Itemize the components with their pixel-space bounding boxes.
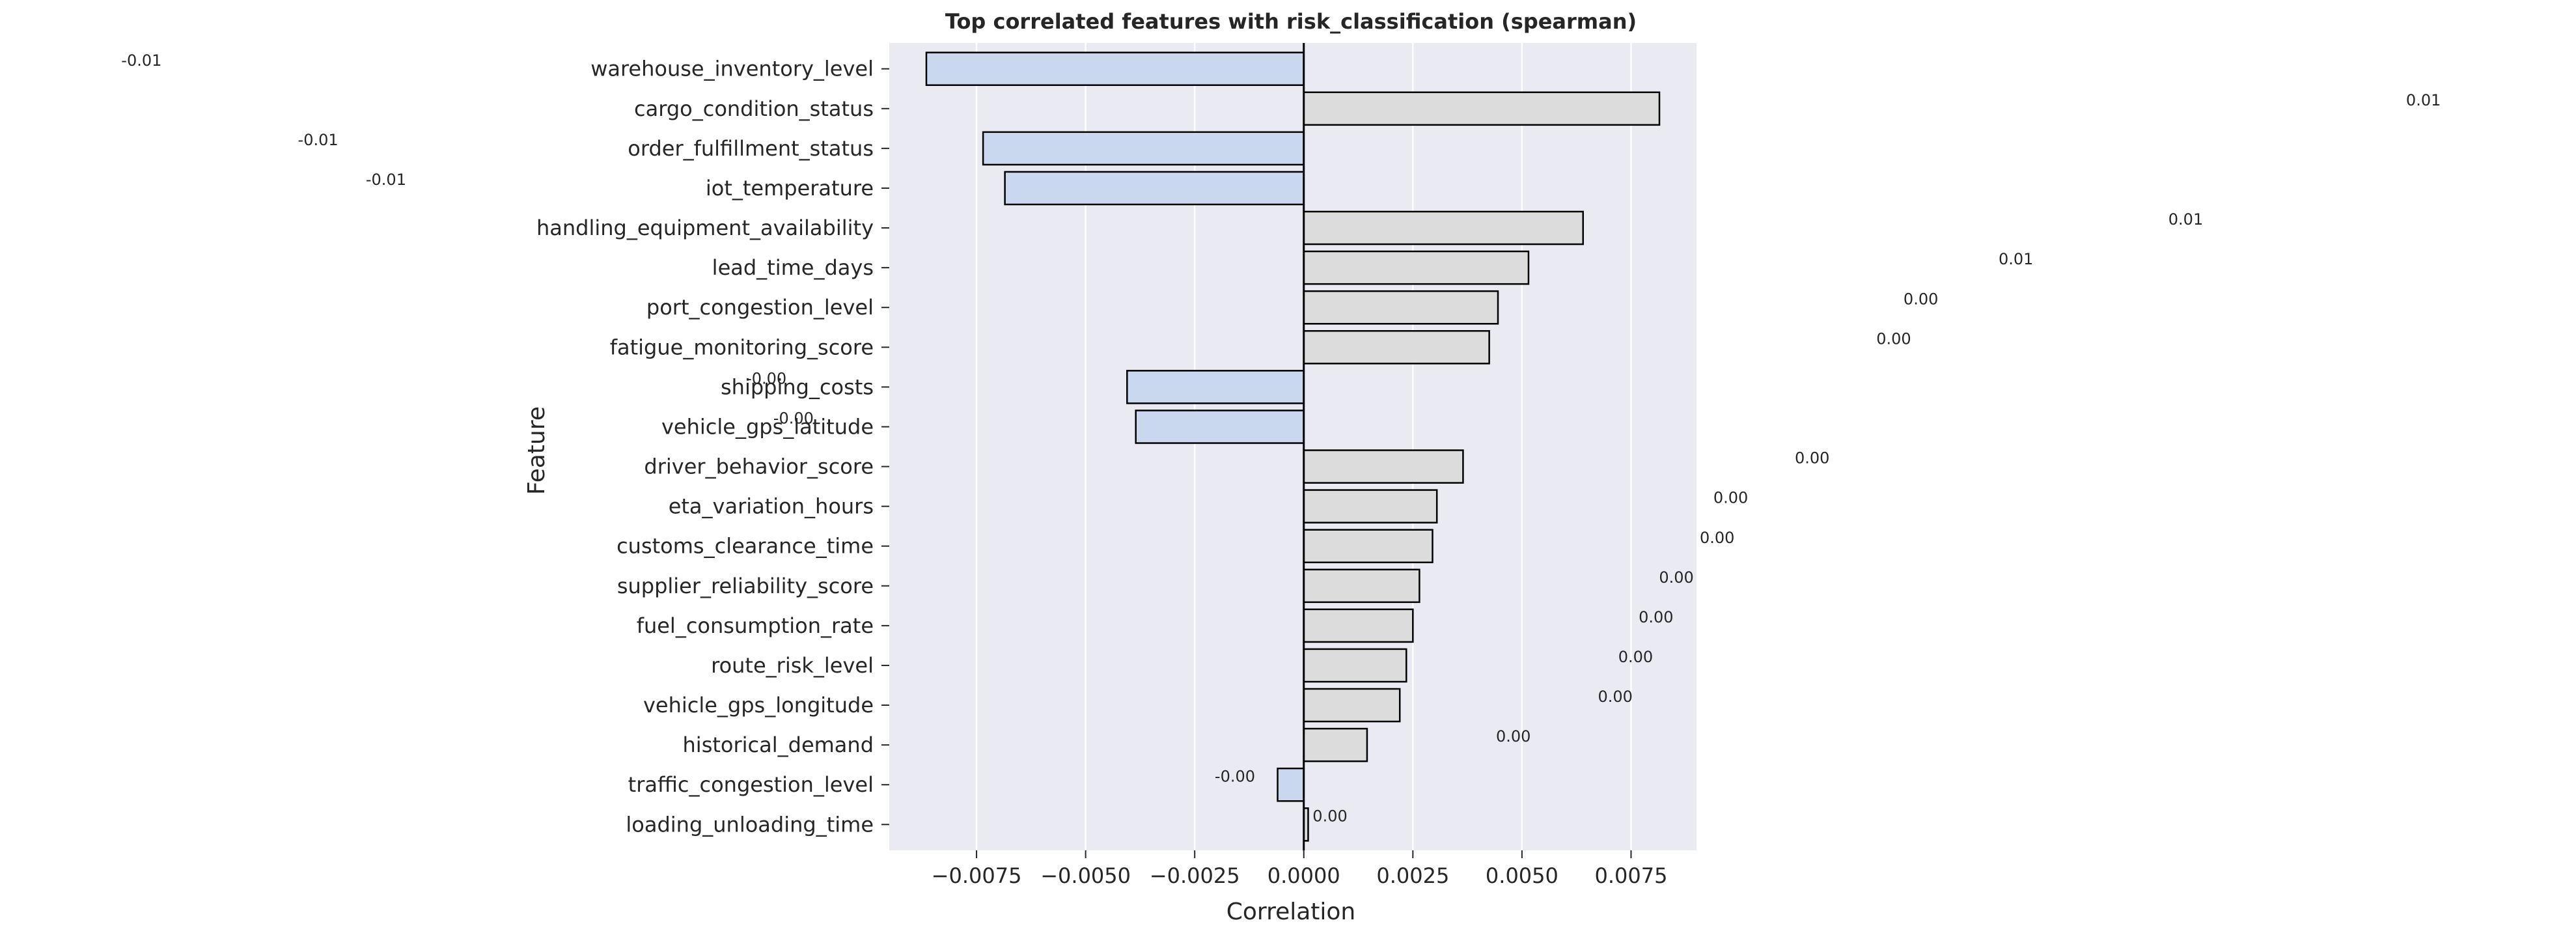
value-label: 0.01 <box>2168 210 2203 229</box>
y-tick-label: vehicle_gps_latitude <box>661 414 874 439</box>
y-tick-label: warehouse_inventory_level <box>590 57 874 81</box>
value-label: -0.01 <box>121 51 161 70</box>
value-label: 0.00 <box>1496 727 1530 746</box>
value-label: 0.00 <box>1713 489 1748 507</box>
y-tick-label: shipping_costs <box>721 374 874 399</box>
y-axis-label: Feature <box>523 406 550 495</box>
y-tick-label: port_congestion_level <box>646 295 874 320</box>
value-label: 0.00 <box>1659 568 1693 587</box>
x-axis-ticks: −0.0075 −0.0050 −0.0025 0.0000 0.0025 0.0050 0… <box>932 850 1667 888</box>
bar <box>1303 568 1420 604</box>
x-axis-label: Correlation <box>1226 899 1356 925</box>
chart-title: Top correlated features with risk_classi… <box>945 9 1637 34</box>
x-tick-label: −0.0025 <box>1150 863 1240 888</box>
bar <box>1277 767 1305 802</box>
x-tick-label: −0.0075 <box>932 863 1022 888</box>
value-label: 0.00 <box>1700 529 1734 547</box>
bar <box>1303 210 1584 245</box>
y-tick-label: eta_variation_hours <box>669 494 874 519</box>
y-tick-label: iot_temperature <box>706 176 874 201</box>
value-label: -0.01 <box>298 131 339 149</box>
value-label: -0.00 <box>773 410 814 428</box>
x-tick-label: 0.0075 <box>1594 863 1667 888</box>
bar <box>1303 329 1490 365</box>
bar <box>1303 688 1401 723</box>
bar <box>1303 727 1368 762</box>
bars <box>925 51 1661 842</box>
y-tick-label: fuel_consumption_rate <box>637 613 874 638</box>
bar <box>925 51 1305 86</box>
x-tick-label: 0.0050 <box>1486 863 1558 888</box>
bar <box>1303 608 1414 643</box>
value-label: -0.01 <box>366 171 406 189</box>
bar <box>1303 489 1438 523</box>
bar <box>1126 370 1305 404</box>
value-label: 0.01 <box>2406 91 2441 109</box>
y-tick-label: historical_demand <box>683 733 874 757</box>
bar <box>982 131 1305 166</box>
y-axis-ticks: warehouse_inventory_level cargo_condition… <box>536 57 889 837</box>
value-label: 0.00 <box>1876 329 1911 348</box>
y-tick-label: cargo_condition_status <box>634 96 874 121</box>
value-label: 0.01 <box>1999 250 2033 268</box>
y-tick-label: lead_time_days <box>712 255 874 280</box>
y-tick-label: supplier_reliability_score <box>617 574 874 598</box>
y-tick-label: customs_clearance_time <box>616 534 874 559</box>
bar <box>1303 449 1464 484</box>
bar <box>1303 648 1407 683</box>
y-tick-label: vehicle_gps_longitude <box>643 693 874 718</box>
x-tick-label: 0.0000 <box>1267 863 1340 888</box>
bar <box>1135 410 1305 444</box>
y-tick-label: loading_unloading_time <box>626 812 874 837</box>
y-tick-label: fatigue_monitoring_score <box>610 335 874 359</box>
bar <box>1004 171 1305 206</box>
value-label: -0.00 <box>746 369 786 387</box>
value-label: 0.00 <box>1598 688 1632 706</box>
y-tick-label: route_risk_level <box>711 653 874 678</box>
value-label: 0.00 <box>1312 807 1347 825</box>
bar <box>1303 529 1433 564</box>
bar <box>1303 250 1530 285</box>
x-tick-label: −0.0050 <box>1040 863 1131 888</box>
x-tick-label: 0.0025 <box>1376 863 1449 888</box>
y-tick-label: driver_behavior_score <box>644 454 874 479</box>
value-label: 0.00 <box>1795 449 1829 468</box>
bar <box>1303 91 1661 126</box>
y-tick-label: order_fulfillment_status <box>628 136 874 161</box>
value-label: 0.00 <box>1639 608 1673 626</box>
y-tick-label: handling_equipment_availability <box>536 216 874 240</box>
value-labels: -0.01 0.01 -0.01 -0.01 0.01 0.01 0.00 0.00 -0.00… <box>121 51 2441 826</box>
value-label: 0.00 <box>1618 648 1653 666</box>
y-tick-label: traffic_congestion_level <box>628 772 874 797</box>
bar <box>1303 290 1499 325</box>
value-label: -0.00 <box>1215 767 1255 785</box>
value-label: 0.00 <box>1904 290 1938 308</box>
